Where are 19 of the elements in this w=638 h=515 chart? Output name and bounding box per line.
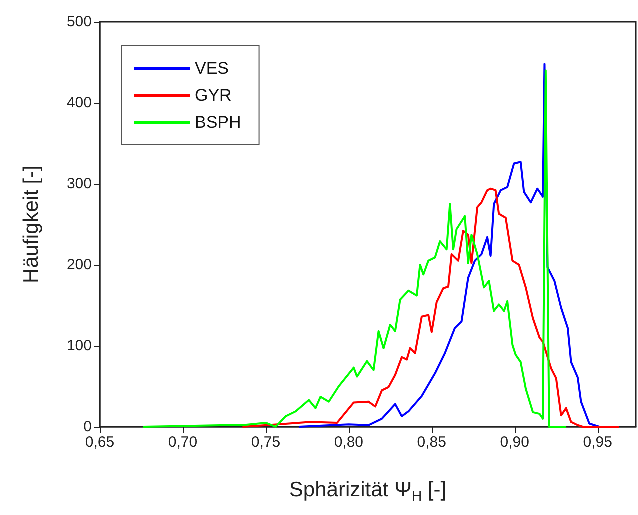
legend-label: GYR xyxy=(195,86,232,105)
y-tick-label: 500 xyxy=(66,14,92,30)
legend-label: BSPH xyxy=(195,113,242,132)
y-tick-label: 0 xyxy=(84,418,92,436)
y-tick-label: 400 xyxy=(66,94,92,112)
line-series xyxy=(298,63,600,428)
x-tick-label: 0,80 xyxy=(334,434,364,451)
x-tick-label: 0,95 xyxy=(583,434,612,451)
legend-label: VES xyxy=(195,59,230,78)
x-tick-label: 0,90 xyxy=(500,434,530,451)
x-tick-label: 0,75 xyxy=(251,434,281,451)
line-series xyxy=(242,188,620,428)
y-axis-title: Häufigkeit [-] xyxy=(20,166,43,284)
x-tick-label: 0,70 xyxy=(168,434,198,451)
x-tick-label: 0,65 xyxy=(85,434,115,451)
y-tick-label: 200 xyxy=(66,256,92,274)
y-tick-label: 100 xyxy=(66,338,92,354)
x-tick-label: 0,85 xyxy=(417,434,446,451)
y-tick-label: 300 xyxy=(66,176,92,192)
